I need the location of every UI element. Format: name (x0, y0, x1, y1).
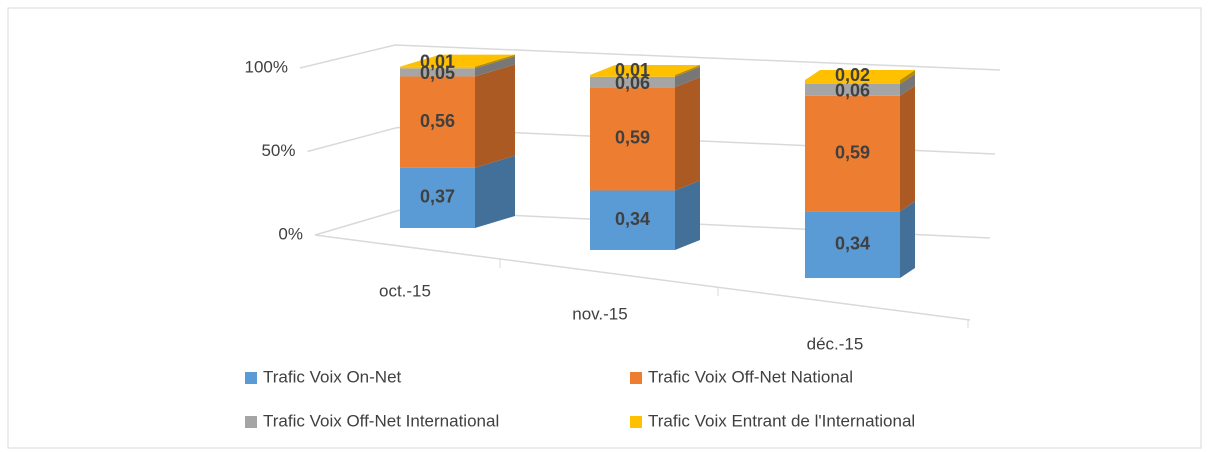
bar (590, 75, 675, 77)
y-tick-label: 50% (261, 141, 295, 160)
grid-line (307, 126, 996, 155)
floor-edge (314, 234, 971, 321)
x-tick-label: oct.-15 (379, 281, 431, 300)
data-label: 0,02 (835, 65, 870, 85)
bar-top (400, 54, 515, 67)
bar-top (590, 65, 700, 75)
data-label: 0,06 (835, 81, 870, 101)
y-tick-label: 0% (278, 224, 303, 243)
bar (805, 211, 900, 278)
legend-swatch (245, 372, 257, 384)
bar (400, 66, 475, 69)
bar-side (475, 155, 515, 228)
legend-label: Trafic Voix On-Net (263, 367, 402, 386)
bar-side (900, 70, 915, 84)
data-label: 0,59 (835, 142, 870, 162)
data-label: 0,56 (420, 111, 455, 131)
grid-line (299, 44, 1001, 71)
bar-side (900, 85, 915, 212)
legend-swatch (630, 416, 642, 428)
legend-swatch (245, 416, 257, 428)
bar-side (675, 66, 700, 88)
bar (400, 167, 475, 228)
data-label: 0,34 (615, 209, 650, 229)
bar-side (900, 73, 915, 96)
bar (805, 80, 900, 84)
bar (805, 83, 900, 96)
bar-side (475, 64, 515, 168)
data-label: 0,34 (835, 233, 870, 253)
x-tick-label: nov.-15 (572, 304, 627, 323)
x-tick-label: déc.-15 (807, 334, 864, 353)
bar (805, 95, 900, 212)
data-label: 0,01 (615, 60, 650, 80)
bar (590, 87, 675, 191)
bar-side (900, 201, 915, 278)
data-label: 0,06 (615, 73, 650, 93)
bar-side (675, 77, 700, 191)
bar (400, 76, 475, 168)
legend-label: Trafic Voix Entrant de l'International (648, 411, 915, 430)
bar (590, 76, 675, 88)
legend-swatch (630, 372, 642, 384)
data-label: 0,05 (420, 63, 455, 83)
bar-top (805, 70, 915, 81)
data-label: 0,37 (420, 187, 455, 207)
y-tick-label: 100% (245, 57, 288, 76)
legend-label: Trafic Voix Off-Net National (648, 367, 853, 386)
legend-label: Trafic Voix Off-Net International (263, 411, 499, 430)
bar-side (675, 180, 700, 250)
bar (590, 190, 675, 250)
bar-side (675, 65, 700, 77)
data-label: 0,59 (615, 128, 650, 148)
data-label: 0,01 (420, 51, 455, 71)
bar-side (475, 54, 515, 69)
bar-side (475, 56, 515, 77)
bar (400, 68, 475, 77)
